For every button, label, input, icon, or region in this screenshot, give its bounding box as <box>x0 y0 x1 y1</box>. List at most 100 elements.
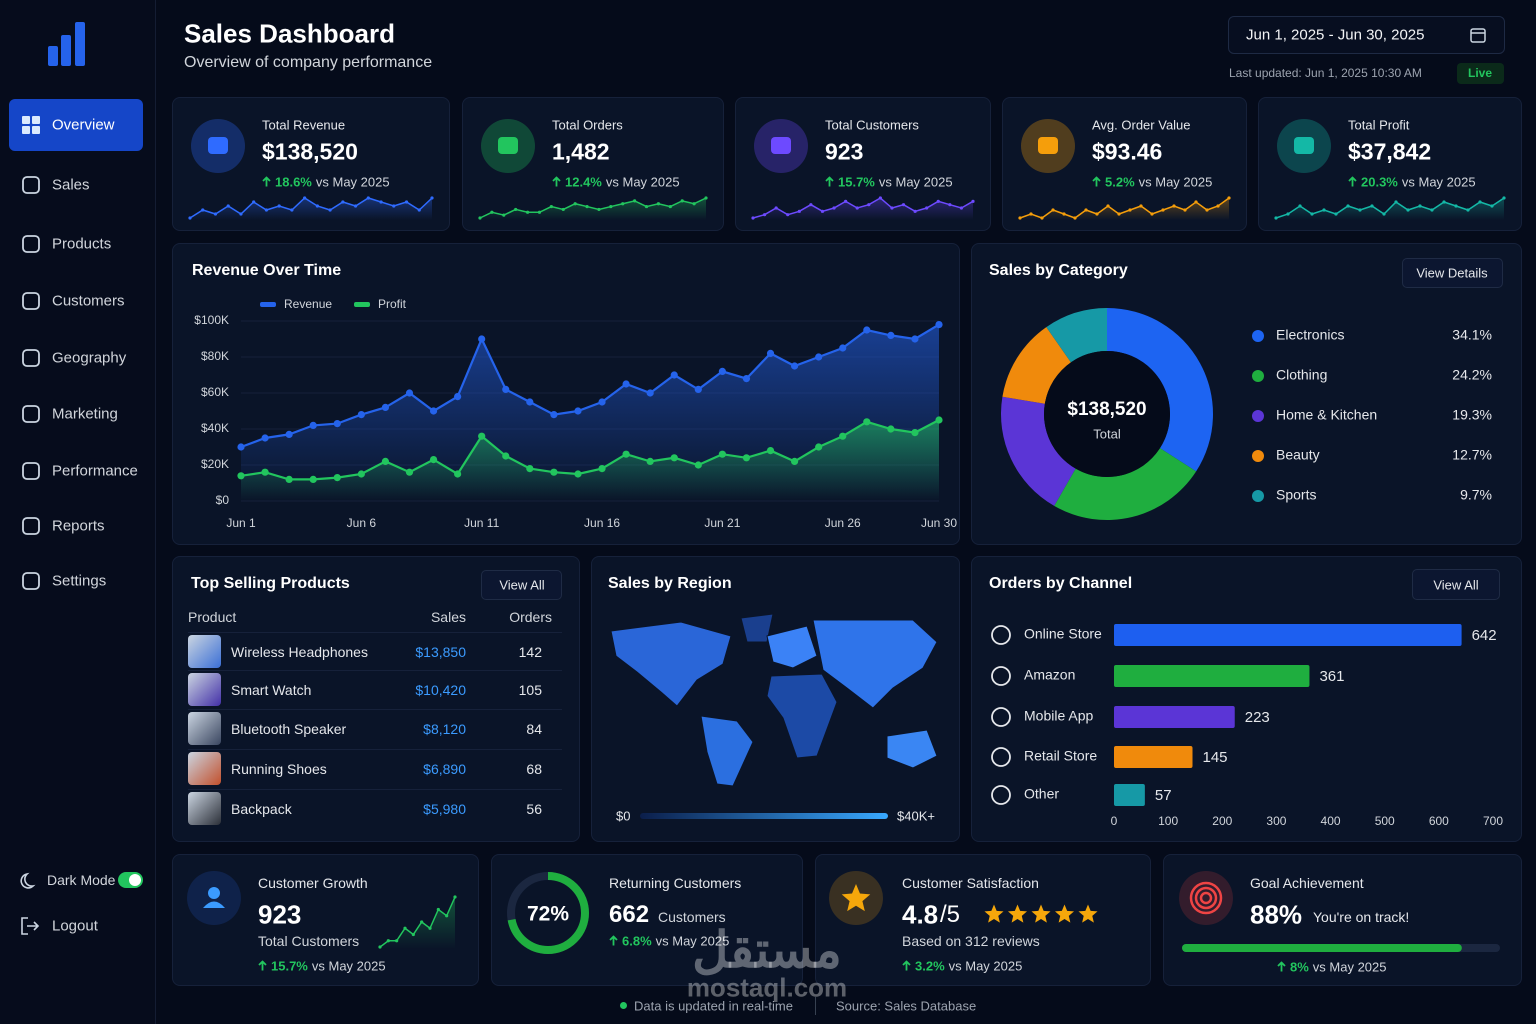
value-label: 223 <box>1245 709 1270 726</box>
data-point <box>526 398 534 406</box>
rating-scale: /5 <box>940 901 961 928</box>
ring-label: 72% <box>527 903 569 926</box>
data-point <box>646 457 654 465</box>
summary-card <box>1163 854 1522 986</box>
nav-icon <box>22 116 40 134</box>
value-label: 19.3% <box>1452 407 1492 423</box>
sparkline-point <box>1018 216 1022 220</box>
product-orders: 56 <box>526 801 542 817</box>
summary-value: 923 <box>258 899 302 930</box>
change-value: 5.2% <box>1105 174 1135 190</box>
value-label: 12.7% <box>1452 447 1492 463</box>
sparkline-point <box>1106 204 1110 208</box>
change-compare: vs May 2025 <box>1312 959 1387 975</box>
sparkline-point <box>1274 216 1278 220</box>
data-point <box>863 418 871 426</box>
data-point <box>598 465 606 473</box>
product-sales: $10,420 <box>415 682 466 698</box>
nav-item[interactable]: Performance <box>52 462 138 480</box>
kpi-label: Total Orders <box>552 117 623 133</box>
change-row: 3.2% vs May 2025 <box>902 959 1022 974</box>
goal-progress <box>1182 944 1500 952</box>
channel-icon <box>991 625 1011 645</box>
sparkline-area <box>753 198 973 220</box>
donut-hole <box>1044 351 1170 477</box>
sparkline-point <box>621 202 625 206</box>
legend-label: Home & Kitchen <box>1276 407 1377 423</box>
date-picker[interactable] <box>1228 16 1505 54</box>
returning-ring: 72% <box>507 872 589 954</box>
x-tick-label: 300 <box>1266 814 1286 828</box>
arrow-shape <box>1348 176 1357 187</box>
up-arrow <box>258 960 267 971</box>
sparkline <box>379 896 456 948</box>
growth-chart <box>378 895 457 949</box>
product-sales: $5,980 <box>423 801 466 817</box>
legend-dot <box>1252 330 1264 342</box>
product-orders: 84 <box>526 721 542 737</box>
series-line <box>240 323 940 449</box>
x-tick-label: 700 <box>1483 814 1503 828</box>
y-tick-label: $60K <box>201 385 229 399</box>
sparkline-point <box>1322 208 1326 212</box>
nav-item[interactable]: Overview <box>52 116 115 134</box>
data-point <box>309 475 317 483</box>
legend-dot <box>1252 490 1264 502</box>
kpi-icon <box>1021 119 1075 173</box>
sparkline-point <box>901 203 906 207</box>
category-label: Amazon <box>1024 667 1075 683</box>
sparkline-point <box>1286 212 1290 216</box>
row-divider <box>188 632 562 633</box>
view-all-button[interactable] <box>481 570 562 600</box>
sparkline-point <box>328 208 332 212</box>
sparkline-point <box>1418 204 1422 208</box>
nav-item[interactable]: Products <box>52 235 112 253</box>
logout[interactable]: Logout <box>52 917 98 935</box>
nav-item[interactable]: Customers <box>52 292 125 310</box>
nav-item[interactable]: Reports <box>52 517 105 535</box>
view-details-button[interactable] <box>1402 258 1503 288</box>
change-row: 20.3% vs May 2025 <box>1348 175 1476 190</box>
data-point <box>839 432 847 440</box>
sparkline-point <box>420 920 424 924</box>
legend-label: Beauty <box>1276 447 1320 463</box>
x-tick-label: Jun 21 <box>704 516 740 530</box>
data-point <box>790 457 799 465</box>
change-compare: vs May 2025 <box>315 174 390 190</box>
nav-icon <box>22 235 40 253</box>
data-point <box>935 321 943 329</box>
data-point <box>670 454 678 462</box>
value-label: 642 <box>1472 627 1497 644</box>
summary-card <box>172 854 479 986</box>
icon-shape <box>1189 881 1223 915</box>
change-value: 18.6% <box>275 174 312 190</box>
sparkline-point <box>1161 208 1165 212</box>
icon-shape <box>21 917 40 935</box>
live-badge <box>1457 63 1504 84</box>
product-sales: $6,890 <box>423 761 466 777</box>
up-arrow <box>902 960 911 971</box>
nav-item[interactable]: Geography <box>52 349 127 367</box>
data-point <box>357 470 365 478</box>
nav-item[interactable]: Sales <box>52 176 90 194</box>
sparkline <box>1019 197 1230 219</box>
icon-shape <box>22 176 40 194</box>
button-label[interactable]: View All <box>499 577 545 593</box>
product-orders: 68 <box>526 761 542 777</box>
nav-item[interactable]: Marketing <box>52 405 118 423</box>
button-label[interactable]: View Details <box>1416 265 1488 281</box>
x-tick-label: Jun 6 <box>347 516 377 530</box>
logo-bar <box>61 35 71 66</box>
nav-active[interactable] <box>9 99 143 151</box>
view-all-button[interactable] <box>1412 569 1500 600</box>
data-point <box>261 434 269 442</box>
button-label[interactable]: View All <box>1433 577 1479 593</box>
sparkline-point <box>392 204 396 208</box>
data-point <box>670 371 678 379</box>
data-point <box>502 385 510 393</box>
card-title: Sales by Region <box>608 575 732 592</box>
category-label: Other <box>1024 786 1059 802</box>
sparkline-point <box>378 945 382 949</box>
icon-shape <box>22 572 40 590</box>
nav-item[interactable]: Settings <box>52 572 107 590</box>
